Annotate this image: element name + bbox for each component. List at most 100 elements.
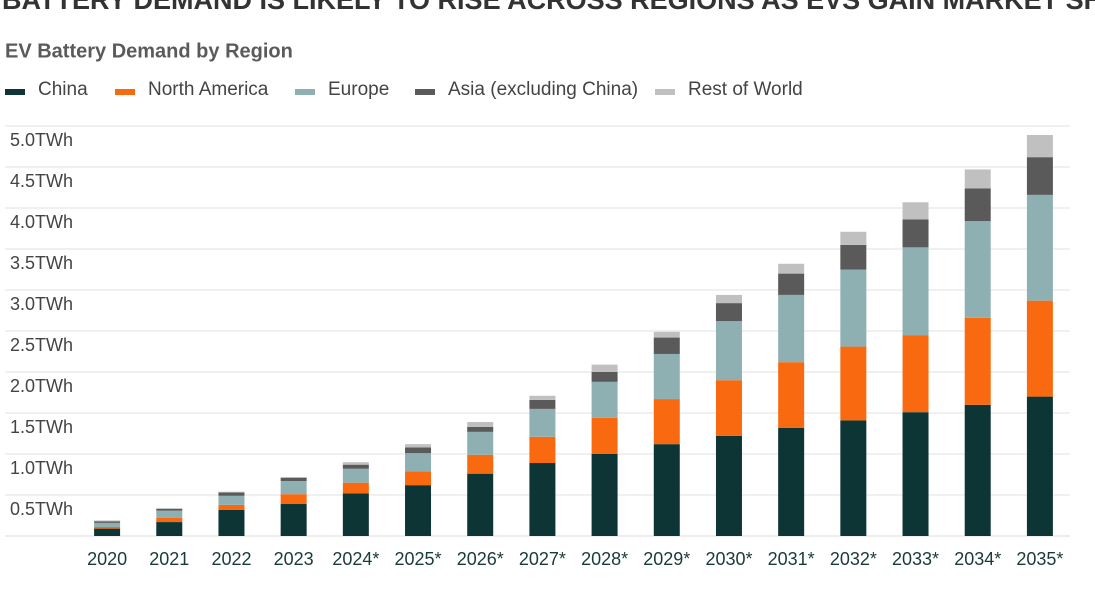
x-tick-label: 2023 [274,549,314,569]
bar-segment [529,436,556,464]
x-tick-label: 2031* [768,549,815,569]
bar-segment [467,422,494,427]
bar-segment [902,335,929,413]
bar-segment [964,221,991,318]
y-tick-label: 3.0TWh [10,294,73,314]
bar-segment [342,482,369,494]
bar-segment [405,485,432,536]
bar-segment [840,420,867,536]
bar-segment [342,493,369,536]
bar-segment [778,362,805,428]
x-tick-label: 2035* [1016,549,1063,569]
bar-segment [964,317,991,405]
bar-segment [653,399,680,445]
legend-label: Europe [328,79,389,100]
bar-segment [902,247,929,336]
bar-segment [218,491,245,493]
x-tick-label: 2022 [211,549,251,569]
y-tick-label: 1.0TWh [10,458,73,478]
bar-segment [715,294,742,304]
x-tick-label: 2034* [954,549,1001,569]
bar-segment [94,528,121,536]
bar-segment [715,380,742,436]
bar-segment [902,202,929,220]
bar-segment [156,522,183,536]
y-tick-label: 3.5TWh [10,253,73,273]
chart-title: BATTERY DEMAND IS LIKELY TO RISE ACROSS … [2,0,1095,15]
bar-segment [840,346,867,421]
x-tick-label: 2024* [332,549,379,569]
bar-segment [778,294,805,363]
bar-segment [1026,300,1053,397]
bar-segment [467,454,494,474]
bar-segment [715,435,742,536]
y-tick-label: 4.0TWh [10,212,73,232]
chart-subtitle: EV Battery Demand by Region [5,40,293,62]
bar-segment [778,273,805,295]
bar-segment [94,520,121,522]
bar-segment [405,453,432,472]
bar-segment [529,395,556,400]
x-tick-label: 2029* [643,549,690,569]
bar-segment [218,509,245,536]
y-tick-label: 2.0TWh [10,376,73,396]
bar-segment [529,408,556,437]
x-tick-label: 2025* [395,549,442,569]
bar-segment [529,399,556,409]
bar-segment [778,427,805,536]
bar-segment [591,417,618,454]
bar-segment [156,510,183,518]
bar-segment [342,462,369,465]
x-tick-label: 2033* [892,549,939,569]
bar-segment [1026,194,1053,301]
bar-segment [653,353,680,400]
bar-segment [715,321,742,381]
bar-segment [1026,396,1053,536]
bar-segment [591,454,618,536]
y-tick-label: 4.5TWh [10,171,73,191]
bar-segment [156,508,183,511]
bar-segment [280,481,307,495]
bar-segment [840,244,867,270]
legend-label: Asia (excluding China) [448,79,638,100]
bar-segment [902,412,929,536]
bar-segment [964,169,991,189]
bar-segment [964,404,991,536]
legend-label: Rest of World [688,79,803,100]
bar-segment [840,269,867,347]
bar-segment [280,504,307,536]
x-tick-label: 2026* [457,549,504,569]
bar-segment [280,476,307,478]
bar-segment [218,504,245,510]
bar-segment [94,526,121,529]
y-tick-label: 5.0TWh [10,130,73,150]
bar-segment [405,447,432,454]
bar-segment [94,521,121,523]
bar-segment [94,522,121,527]
bar-segment [218,495,245,505]
y-tick-label: 1.5TWh [10,417,73,437]
bar-segment [342,468,369,483]
bar-segment [467,431,494,455]
bar-segment [467,473,494,536]
bar-segment [1026,157,1053,195]
bar-segment [653,444,680,536]
bar-segment [964,188,991,222]
bar-segment [778,263,805,274]
bar-segment [405,471,432,486]
bar-segment [529,463,556,536]
bar-segment [715,303,742,322]
x-tick-label: 2027* [519,549,566,569]
x-tick-label: 2028* [581,549,628,569]
bar-segment [591,381,618,418]
x-tick-label: 2020 [87,549,127,569]
bar-segment [280,494,307,505]
x-tick-label: 2032* [830,549,877,569]
bar-segment [840,231,867,245]
bar-segment [218,492,245,496]
bar-segment [280,477,307,482]
bar-segment [653,337,680,354]
bar-segment [591,372,618,382]
bar-segment [653,331,680,338]
